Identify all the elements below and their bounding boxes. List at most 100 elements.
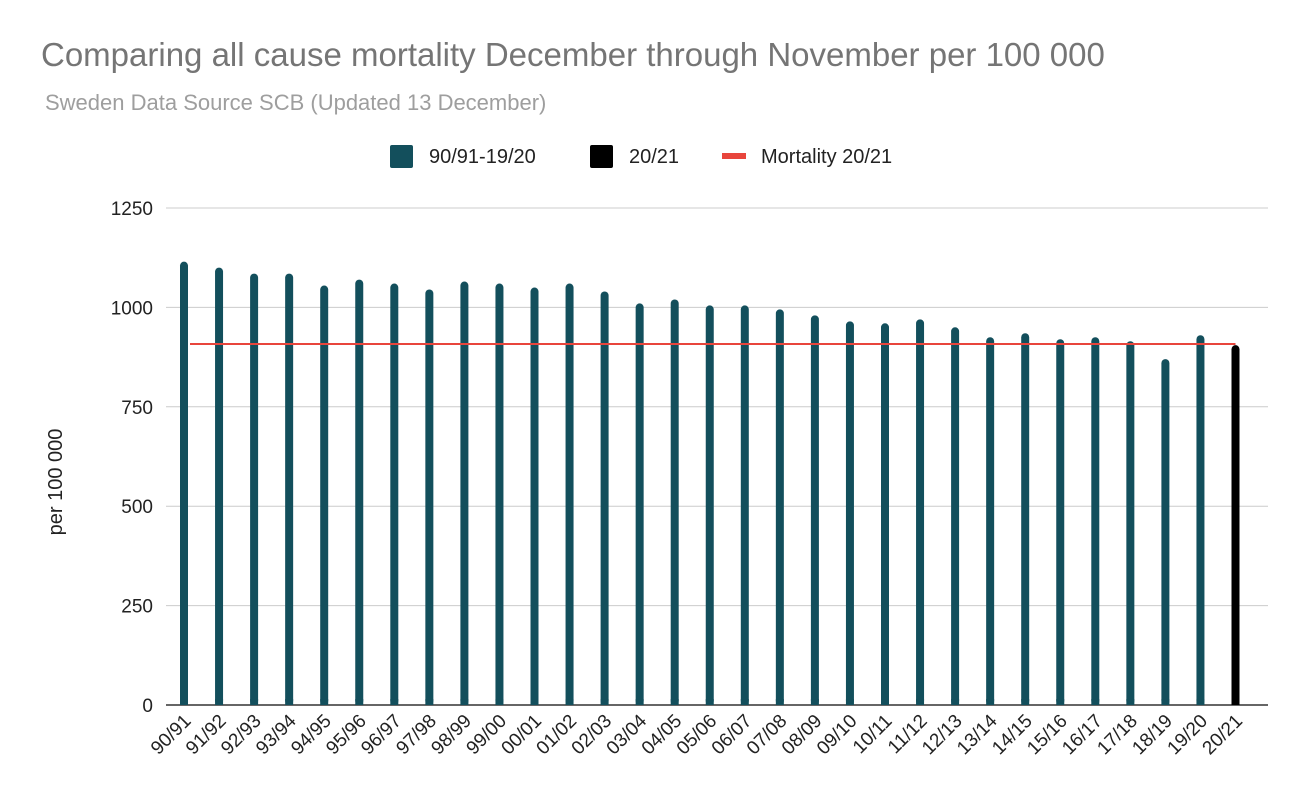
bar-base — [425, 699, 434, 705]
x-tick-label: 07/08 — [743, 711, 791, 759]
bar-base — [1021, 699, 1030, 705]
bar — [425, 289, 434, 705]
bar-base — [320, 699, 329, 705]
x-tick-label: 19/20 — [1164, 711, 1212, 759]
bar — [1161, 359, 1170, 705]
x-tick-label: 97/98 — [392, 711, 440, 759]
bar — [1126, 341, 1135, 705]
bar-base — [530, 699, 539, 705]
x-tick-label: 90/91 — [147, 711, 195, 759]
bar — [670, 299, 679, 705]
bar — [1196, 335, 1205, 705]
legend-label: 20/21 — [629, 146, 679, 168]
legend-swatch — [390, 145, 413, 168]
bar — [740, 305, 749, 705]
bar-base — [1161, 699, 1170, 705]
y-tick-label: 750 — [121, 398, 153, 419]
x-tick-label: 16/17 — [1058, 711, 1106, 759]
bar-base — [740, 699, 749, 705]
bar — [285, 273, 294, 705]
bar — [390, 283, 399, 705]
bar — [495, 283, 504, 705]
bar-base — [495, 699, 504, 705]
x-tick-label: 05/06 — [673, 711, 721, 759]
bar-base — [1231, 699, 1240, 705]
bar-base — [1091, 699, 1100, 705]
x-tick-label: 94/95 — [287, 711, 335, 759]
bar — [215, 267, 224, 705]
x-tick-label: 01/02 — [533, 711, 581, 759]
y-tick-label: 250 — [121, 597, 153, 618]
bar — [705, 305, 714, 705]
bar — [320, 285, 329, 705]
bar-base — [215, 699, 224, 705]
bar-base — [845, 699, 854, 705]
bar-base — [775, 699, 784, 705]
bar-base — [355, 699, 364, 705]
bar-base — [881, 699, 889, 705]
y-tick-label: 500 — [121, 497, 153, 518]
x-tick-label: 95/96 — [322, 711, 370, 759]
bar-base — [951, 699, 960, 705]
legend-label: 90/91-19/20 — [429, 146, 536, 168]
x-tick-label: 14/15 — [988, 711, 1036, 759]
bar — [845, 321, 854, 705]
x-tick-label: 02/03 — [568, 711, 616, 759]
bar-base — [390, 699, 399, 705]
legend: 90/91-19/20 20/21 Mortality 20/21 — [390, 145, 892, 168]
y-axis-title: per 100 000 — [45, 429, 67, 536]
bar-base — [565, 699, 574, 705]
bar-base — [1056, 699, 1065, 705]
bar — [250, 273, 259, 705]
x-tick-label: 98/99 — [427, 711, 475, 759]
bar — [1231, 345, 1240, 705]
bar — [775, 309, 784, 705]
bar — [810, 315, 819, 705]
legend-swatch — [722, 153, 746, 159]
bar — [635, 303, 644, 705]
bar — [916, 319, 925, 705]
x-tick-label: 15/16 — [1023, 711, 1071, 759]
bar — [1056, 339, 1065, 705]
bar-base — [600, 699, 609, 705]
bar — [460, 281, 469, 705]
bar — [565, 283, 574, 705]
bar-base — [460, 699, 469, 705]
x-tick-label: 92/93 — [217, 711, 265, 759]
x-tick-label: 08/09 — [778, 711, 826, 759]
bar-base — [250, 699, 259, 705]
bar — [1091, 337, 1100, 705]
x-tick-label: 17/18 — [1093, 711, 1141, 759]
legend-swatch — [590, 145, 613, 168]
bar-base — [670, 699, 679, 705]
x-tick-label: 12/13 — [918, 711, 966, 759]
bars — [180, 261, 1240, 705]
bar — [1021, 333, 1030, 705]
x-tick-label: 91/92 — [182, 711, 230, 759]
bar — [600, 291, 609, 705]
bar — [530, 287, 539, 705]
x-tick-label: 10/11 — [849, 711, 896, 758]
bar-base — [986, 699, 995, 705]
bar — [180, 261, 188, 705]
bar — [881, 323, 889, 705]
x-axis-ticks: 90/9191/9292/9393/9494/9595/9696/9797/98… — [147, 710, 1247, 759]
bar-base — [180, 699, 188, 705]
y-tick-label: 1250 — [111, 199, 153, 220]
bar-base — [916, 699, 925, 705]
x-tick-label: 20/21 — [1199, 711, 1247, 759]
bar-base — [810, 699, 819, 705]
bar-base — [285, 699, 294, 705]
bar — [986, 337, 995, 705]
y-tick-label: 0 — [142, 696, 153, 717]
x-tick-label: 99/00 — [463, 711, 511, 759]
x-tick-label: 06/07 — [708, 711, 756, 759]
bar — [951, 327, 960, 705]
x-tick-label: 04/05 — [638, 711, 686, 759]
bar-base — [1196, 699, 1205, 705]
x-tick-label: 09/10 — [813, 711, 861, 759]
bar-base — [635, 699, 644, 705]
chart-subtitle: Sweden Data Source SCB (Updated 13 Decem… — [45, 90, 547, 115]
bar — [355, 279, 364, 705]
